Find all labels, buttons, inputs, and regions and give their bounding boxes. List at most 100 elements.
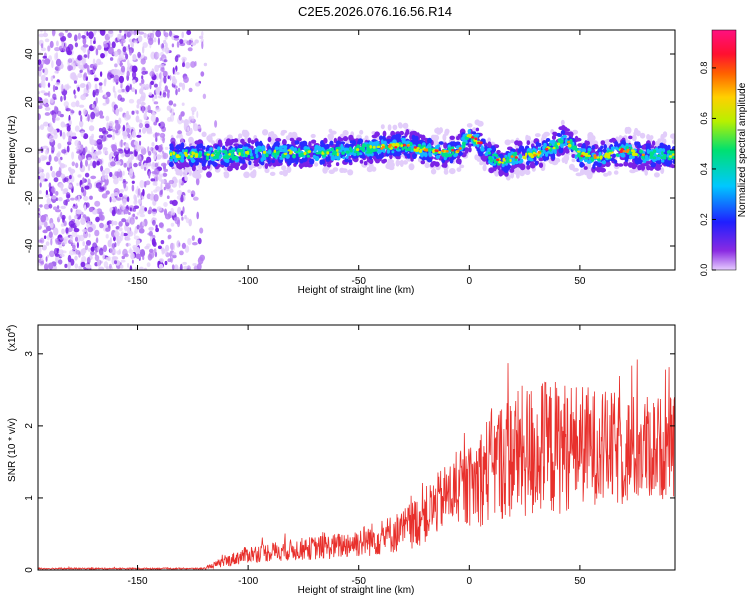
heatmap-signal-cell bbox=[195, 145, 201, 149]
heatmap-noise-speck bbox=[104, 174, 109, 180]
heatmap-signal-cell bbox=[184, 167, 189, 175]
heatmap-noise-speck bbox=[74, 196, 79, 201]
heatmap-noise-speck bbox=[93, 63, 98, 69]
heatmap-signal-cell bbox=[387, 124, 392, 131]
heatmap-noise-speck bbox=[38, 253, 43, 259]
heatmap-signal-cell bbox=[631, 155, 635, 159]
heatmap-signal-cell bbox=[412, 153, 417, 160]
heatmap-signal-cell bbox=[526, 135, 531, 142]
heatmap-signal-cell bbox=[459, 164, 465, 169]
heatmap-signal-cell bbox=[267, 136, 272, 143]
heatmap-noise-speck bbox=[123, 162, 127, 168]
heatmap-noise-speck bbox=[87, 178, 91, 185]
heatmap-noise-speck bbox=[121, 204, 126, 211]
heatmap-signal-cell bbox=[590, 135, 596, 141]
heatmap-noise-speck bbox=[39, 182, 42, 188]
heatmap-noise-speck bbox=[55, 170, 62, 178]
heatmap-noise-speck bbox=[39, 204, 43, 208]
heatmap-noise-speck bbox=[142, 255, 145, 260]
heatmap-signal-cell bbox=[653, 172, 660, 178]
heatmap-noise-speck bbox=[53, 156, 59, 162]
heatmap-noise-speck bbox=[121, 43, 124, 47]
heatmap-noise-speck bbox=[150, 80, 154, 85]
heatmap-noise-speck bbox=[48, 182, 52, 189]
heatmap-signal-cell bbox=[395, 159, 400, 167]
heatmap-noise-speck bbox=[102, 130, 109, 135]
heatmap-noise-speck bbox=[113, 177, 119, 185]
heatmap-signal-cell bbox=[281, 165, 287, 171]
heatmap-noise-speck bbox=[120, 50, 125, 58]
heatmap-noise-speck bbox=[113, 231, 120, 237]
heatmap-signal-cell bbox=[374, 131, 380, 137]
heatmap-noise-speck bbox=[167, 75, 170, 80]
heatmap-noise-speck bbox=[125, 237, 131, 241]
heatmap-noise-speck bbox=[153, 37, 157, 43]
heatmap-signal-cell bbox=[227, 165, 233, 172]
heatmap-signal-cell bbox=[408, 146, 412, 151]
heatmap-signal-cell bbox=[514, 159, 519, 165]
heatmap-noise-speck bbox=[168, 179, 175, 185]
heatmap-signal-cell bbox=[602, 148, 607, 153]
heatmap-noise-speck bbox=[47, 45, 51, 52]
heatmap-signal-cell bbox=[364, 135, 369, 141]
heatmap-signal-cell bbox=[599, 155, 603, 160]
heatmap-noise-speck bbox=[206, 171, 212, 178]
heatmap-noise-speck bbox=[179, 250, 184, 256]
heatmap-noise-speck bbox=[107, 239, 112, 248]
heatmap-noise-speck bbox=[140, 83, 147, 91]
heatmap-signal-cell bbox=[572, 145, 576, 151]
heatmap-signal-cell bbox=[396, 137, 402, 143]
heatmap-signal-cell bbox=[352, 139, 356, 146]
heatmap-signal-cell bbox=[476, 148, 481, 152]
heatmap-signal-cell bbox=[672, 156, 675, 160]
heatmap-signal-cell bbox=[564, 157, 568, 165]
heatmap-noise-speck bbox=[43, 221, 48, 228]
heatmap-noise-speck bbox=[158, 222, 164, 229]
heatmap-signal-cell bbox=[427, 147, 431, 152]
spectrogram-heatmap bbox=[38, 30, 675, 270]
heatmap-noise-speck bbox=[173, 243, 175, 251]
heatmap-noise-speck bbox=[96, 208, 103, 215]
heatmap-signal-cell bbox=[652, 156, 657, 160]
heatmap-noise-speck bbox=[144, 106, 148, 114]
heatmap-signal-cell bbox=[549, 143, 552, 147]
heatmap-noise-speck bbox=[120, 97, 125, 102]
heatmap-noise-speck bbox=[178, 82, 183, 87]
heatmap-noise-speck bbox=[87, 163, 91, 172]
heatmap-noise-speck bbox=[94, 83, 98, 91]
heatmap-noise-speck bbox=[72, 244, 76, 249]
heatmap-noise-speck bbox=[110, 161, 116, 167]
heatmap-noise-speck bbox=[158, 263, 164, 269]
heatmap-noise-speck bbox=[109, 196, 112, 203]
heatmap-noise-speck bbox=[132, 207, 137, 212]
heatmap-noise-speck bbox=[163, 186, 166, 191]
heatmap-noise-speck bbox=[47, 82, 51, 88]
heatmap-noise-speck bbox=[152, 219, 156, 226]
heatmap-noise-speck bbox=[186, 40, 192, 46]
heatmap-signal-cell bbox=[557, 142, 561, 146]
top-axis-ticks: -150 -100 -50 0 50 -40 -20 0 20 40 bbox=[24, 30, 675, 287]
heatmap-noise-speck bbox=[174, 55, 179, 63]
heatmap-noise-speck bbox=[49, 97, 55, 104]
heatmap-signal-cell bbox=[487, 151, 491, 155]
heatmap-noise-speck bbox=[214, 120, 218, 128]
heatmap-noise-speck bbox=[96, 58, 102, 66]
heatmap-signal-cell bbox=[646, 134, 651, 140]
heatmap-noise-speck bbox=[132, 54, 137, 61]
heatmap-peak-cell bbox=[580, 154, 584, 158]
heatmap-noise-speck bbox=[45, 256, 48, 262]
heatmap-signal-cell bbox=[267, 158, 271, 164]
heatmap-noise-speck bbox=[101, 170, 106, 176]
heatmap-signal-cell bbox=[342, 136, 349, 142]
heatmap-signal-cell bbox=[458, 159, 462, 165]
heatmap-noise-speck bbox=[38, 147, 42, 154]
heatmap-noise-speck bbox=[116, 197, 122, 201]
heatmap-noise-speck bbox=[174, 264, 179, 270]
heatmap-noise-speck bbox=[68, 65, 74, 71]
heatmap-noise-speck bbox=[95, 182, 102, 189]
heatmap-noise-speck bbox=[66, 131, 71, 137]
heatmap-noise-speck bbox=[150, 114, 157, 122]
heatmap-noise-speck bbox=[74, 125, 80, 132]
heatmap-noise-speck bbox=[111, 219, 114, 227]
heatmap-noise-speck bbox=[147, 105, 151, 112]
